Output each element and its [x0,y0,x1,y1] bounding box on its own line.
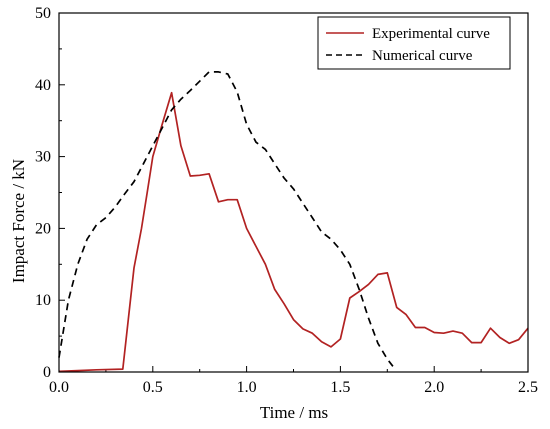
experimental-curve-line [58,91,529,373]
plot-frame [58,12,529,373]
series-layer [58,71,529,373]
y-tick-label: 20 [35,220,51,237]
x-tick-label: 1.0 [237,379,257,396]
y-tick-label: 50 [35,5,51,22]
y-tick-label: 40 [35,77,51,94]
x-tick-label: 2.5 [518,379,538,396]
y-tick-label: 0 [43,364,51,381]
y-axis-title: Impact Force / kN [9,159,28,283]
x-tick-label: 0.5 [143,379,163,396]
y-tick-label: 30 [35,149,51,166]
legend-label-experimental: Experimental curve [372,26,490,42]
axis-ticks: 0.0 0.5 1.0 1.5 2.0 2.5 0 10 20 30 40 50 [35,5,538,396]
legend-box [317,16,511,70]
y-tick-label: 10 [35,292,51,309]
x-tick-label: 0.0 [49,379,69,396]
x-axis-title: Time / ms [260,403,328,422]
numerical-curve-line [58,71,394,367]
legend: Experimental curve Numerical curve [317,16,511,70]
legend-label-numerical: Numerical curve [372,48,473,64]
x-tick-label: 2.0 [424,379,444,396]
x-tick-label: 1.5 [330,379,350,396]
